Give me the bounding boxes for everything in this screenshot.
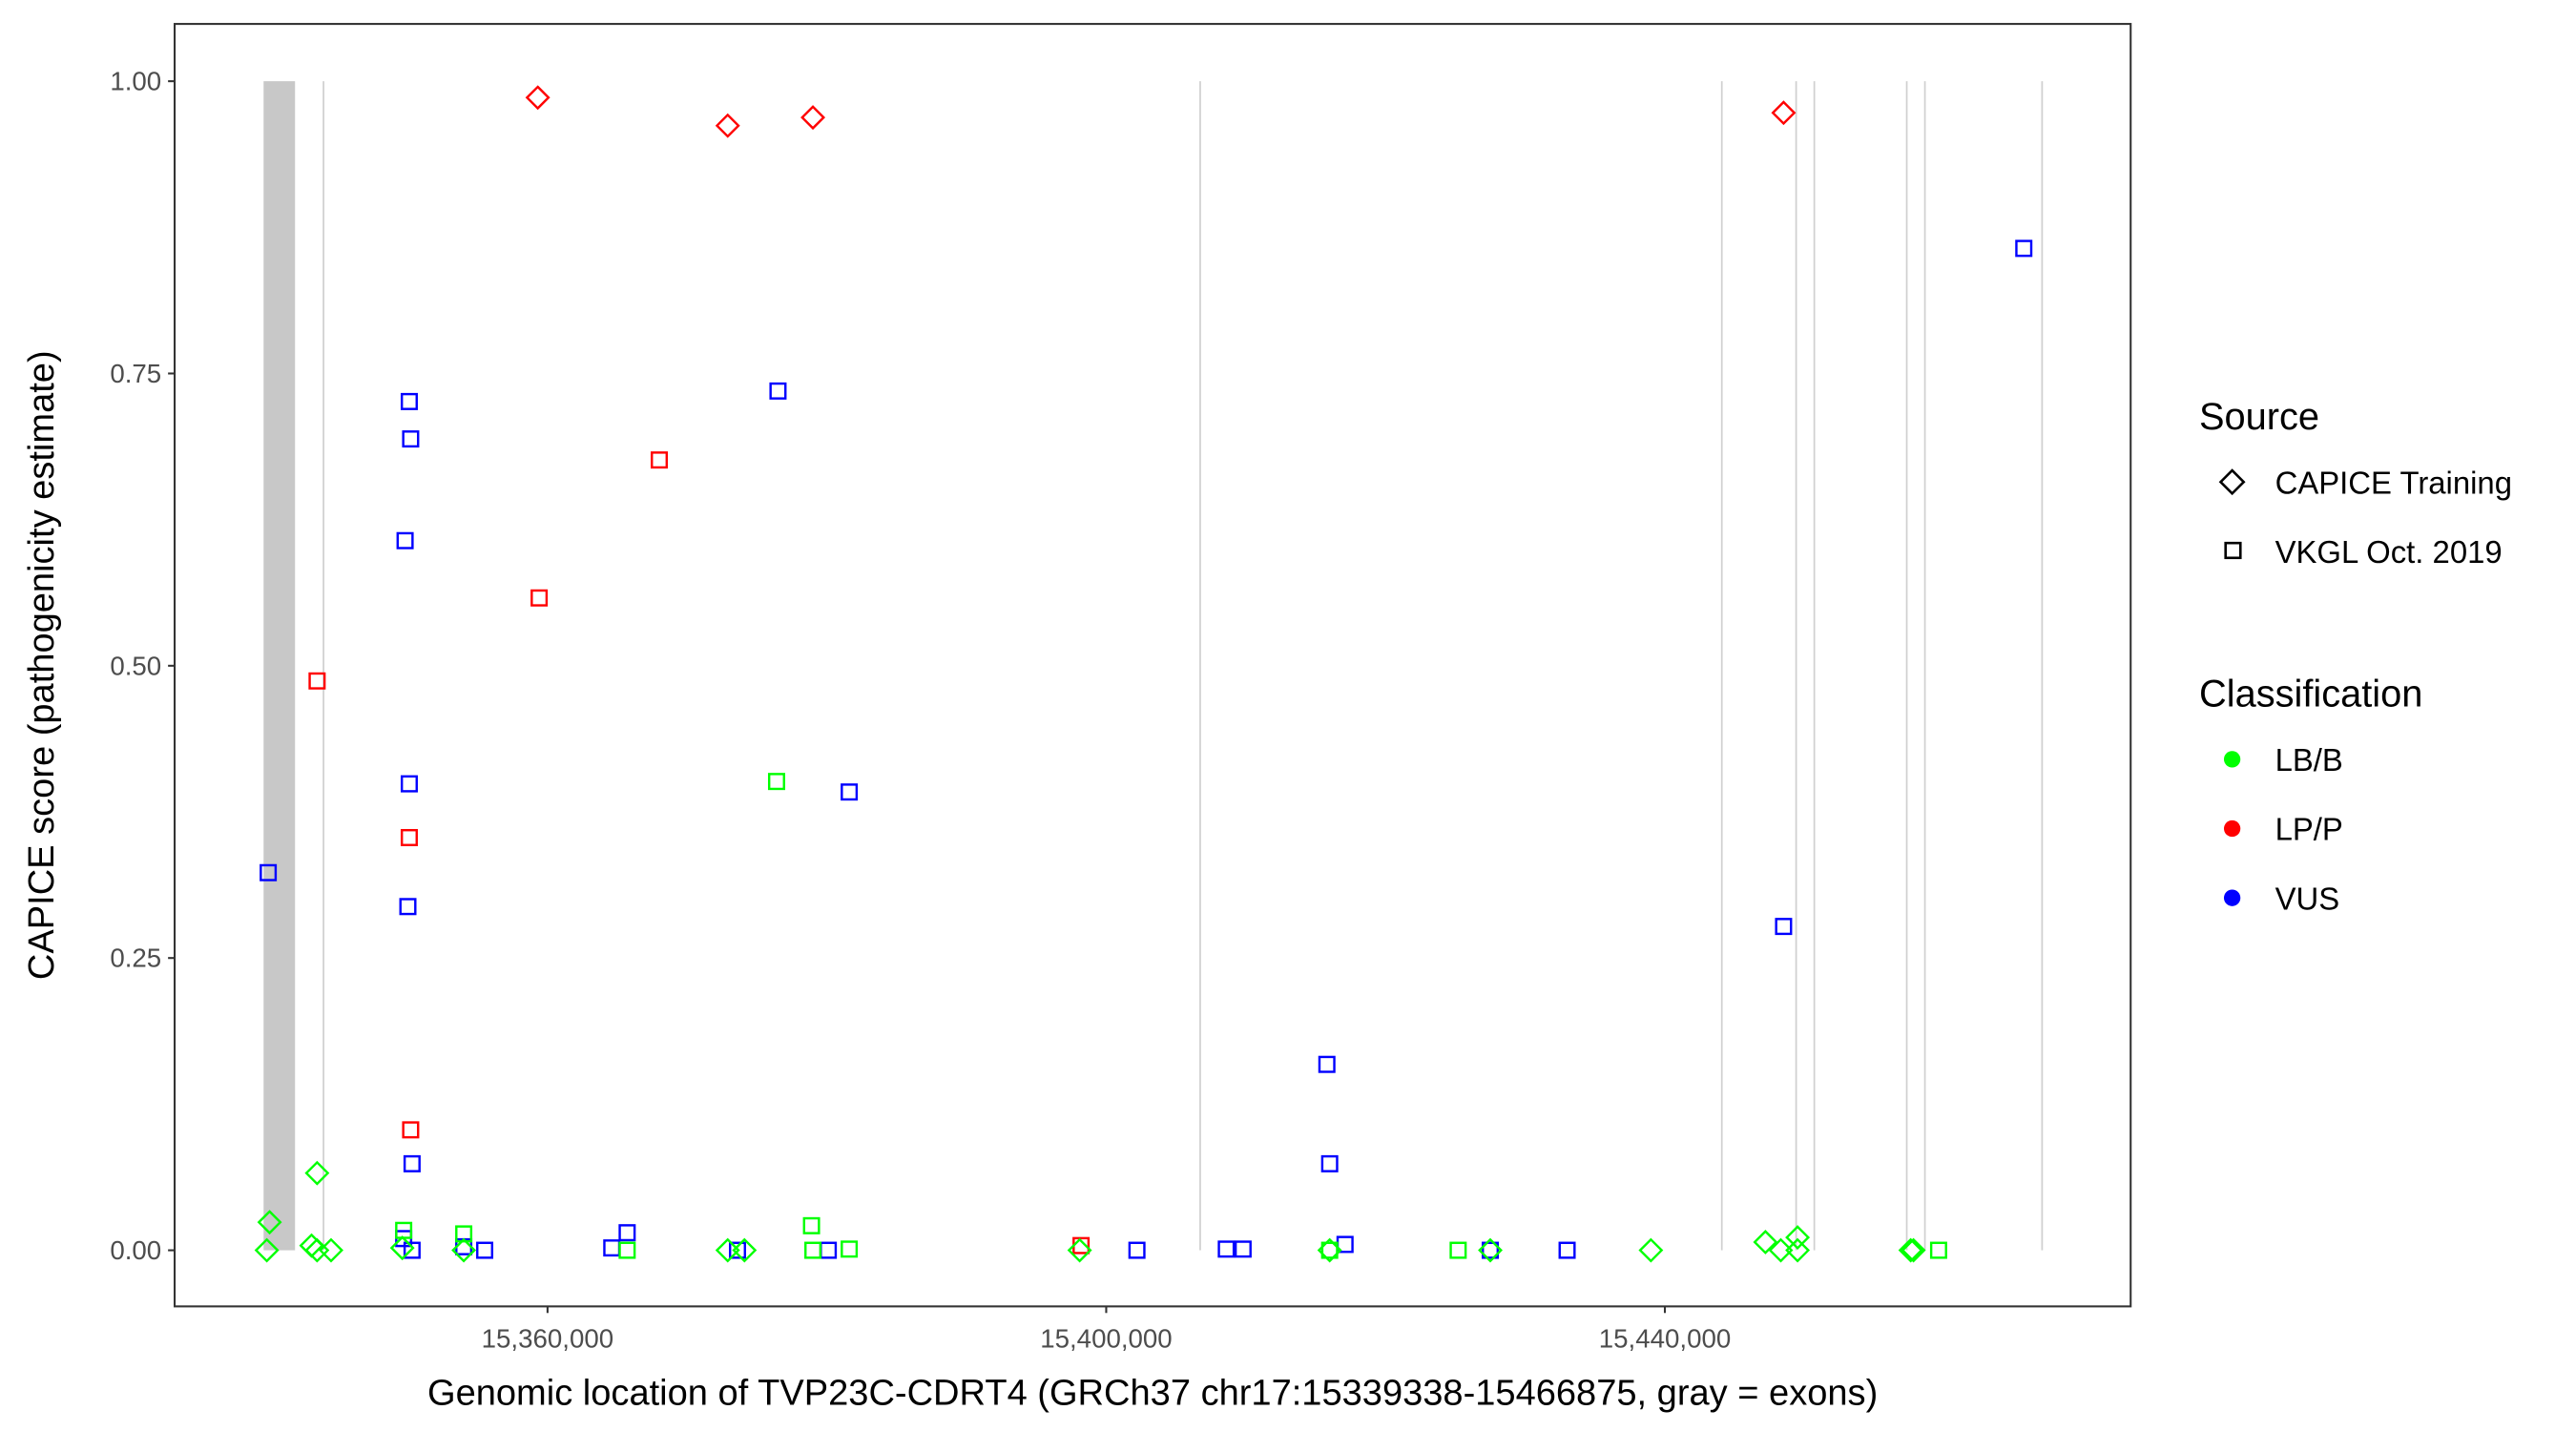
y-tick-label: 0.25	[110, 944, 161, 973]
point-square	[403, 1154, 421, 1172]
point-square	[308, 672, 326, 690]
point-square	[728, 1241, 746, 1259]
point-square	[618, 1224, 636, 1242]
point-square	[1320, 1241, 1339, 1259]
point-square	[802, 1216, 821, 1234]
point-square	[530, 589, 549, 607]
exon-band	[1795, 81, 1797, 1251]
point-diamond	[1317, 1237, 1342, 1263]
x-tick-label: 15,440,000	[1599, 1324, 1732, 1354]
point-square	[1929, 1241, 1947, 1259]
point-square	[1558, 1241, 1576, 1259]
point-square	[1318, 1055, 1336, 1073]
point-square	[2015, 239, 2033, 258]
exon-band	[1720, 81, 1723, 1251]
exon-band	[322, 81, 324, 1251]
legend-lbb-dot-icon	[2223, 751, 2241, 768]
point-diamond	[1067, 1237, 1092, 1263]
point-square	[400, 775, 418, 793]
x-axis-title: Genomic location of TVP23C-CDRT4 (GRCh37…	[427, 1373, 1878, 1413]
point-square	[399, 898, 417, 916]
point-square	[396, 531, 414, 550]
point-diamond	[257, 1210, 282, 1235]
point-square	[767, 773, 785, 791]
x-tick-label: 15,400,000	[1040, 1324, 1172, 1354]
point-square	[1217, 1240, 1236, 1258]
point-square	[841, 783, 859, 801]
data-points	[254, 85, 2033, 1263]
legend-item-lpp: LP/P	[2275, 812, 2343, 847]
point-diamond	[254, 1237, 280, 1263]
point-square	[651, 451, 669, 469]
exon-bands	[263, 81, 2044, 1251]
point-square	[841, 1240, 859, 1258]
point-square	[1449, 1241, 1467, 1259]
exon-band	[1905, 81, 1908, 1251]
point-square	[455, 1225, 473, 1243]
exon-band	[1813, 81, 1816, 1251]
point-diamond	[715, 113, 740, 138]
y-tick-label: 0.00	[110, 1235, 161, 1265]
point-square	[618, 1241, 636, 1259]
point-square	[260, 863, 278, 881]
point-square	[1482, 1241, 1500, 1259]
point-diamond	[1785, 1225, 1811, 1251]
point-square	[769, 382, 787, 400]
point-square	[402, 1121, 420, 1139]
point-diamond	[1638, 1237, 1664, 1263]
point-square	[1775, 918, 1793, 936]
point-diamond	[1768, 1237, 1794, 1263]
point-diamond	[389, 1235, 415, 1261]
exon-band	[263, 81, 296, 1251]
legend-vus-dot-icon	[2223, 889, 2241, 906]
point-diamond	[525, 85, 551, 111]
exon-band	[1923, 81, 1926, 1251]
y-tick-label: 0.50	[110, 651, 161, 680]
exon-band	[1199, 81, 1201, 1251]
legend-class-title: Classification	[2199, 673, 2422, 715]
legend-source-title: Source	[2199, 396, 2319, 438]
point-diamond	[1771, 100, 1797, 126]
x-tick-label: 15,360,000	[482, 1324, 614, 1354]
point-square	[403, 1241, 421, 1259]
point-square	[476, 1241, 494, 1259]
point-diamond	[304, 1160, 330, 1186]
legend-item-capice: CAPICE Training	[2275, 465, 2512, 500]
point-diamond	[319, 1237, 343, 1263]
point-square	[400, 392, 418, 410]
y-axis: 0.00 0.25 0.50 0.75 1.00	[110, 67, 176, 1265]
point-diamond	[732, 1237, 758, 1263]
point-square	[804, 1241, 822, 1259]
legend-item-vkgl: VKGL Oct. 2019	[2275, 534, 2503, 570]
point-diamond	[1753, 1230, 1778, 1255]
legend-lpp-dot-icon	[2223, 819, 2241, 838]
y-tick-label: 1.00	[110, 67, 161, 96]
y-tick-label: 0.75	[110, 359, 161, 388]
exon-band	[2041, 81, 2044, 1251]
point-square	[1234, 1240, 1252, 1258]
point-diamond	[1898, 1237, 1923, 1263]
point-diamond	[800, 105, 825, 131]
point-diamond	[451, 1237, 477, 1263]
point-square	[400, 828, 418, 846]
point-diamond	[1478, 1237, 1503, 1263]
legend-diamond-icon	[2218, 468, 2246, 496]
legend-item-vus: VUS	[2275, 881, 2340, 916]
x-axis: 15,360,000 15,400,000 15,440,000	[482, 1306, 1732, 1354]
y-axis-title: CAPICE score (pathogenicity estimate)	[22, 350, 62, 980]
point-square	[402, 430, 420, 448]
point-square	[1320, 1154, 1339, 1172]
point-diamond	[1785, 1237, 1811, 1263]
legend-square-icon	[2224, 541, 2242, 560]
point-square	[1128, 1241, 1146, 1259]
point-diamond	[715, 1237, 740, 1263]
legend: Source CAPICE Training VKGL Oct. 2019 Cl…	[2199, 396, 2512, 916]
point-diamond	[1901, 1237, 1926, 1263]
legend-item-lbb: LB/B	[2275, 742, 2343, 778]
